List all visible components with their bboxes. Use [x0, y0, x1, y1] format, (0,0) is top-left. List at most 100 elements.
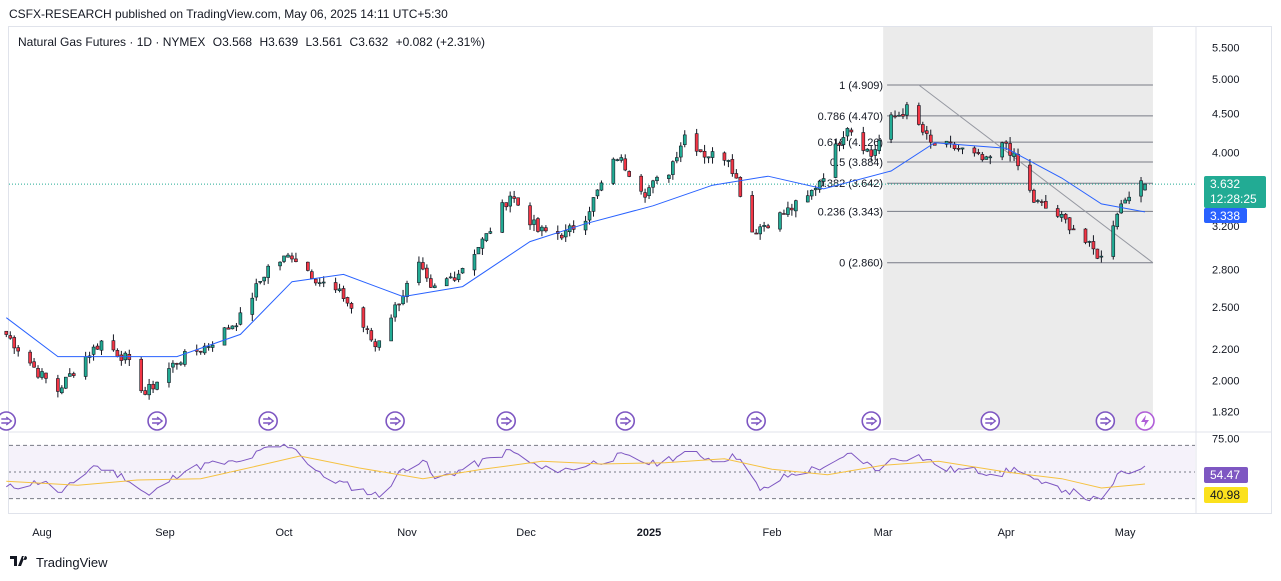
candle-body: [559, 234, 564, 239]
candle-body: [809, 189, 814, 197]
candle-body: [1040, 201, 1044, 203]
play-circle-icon[interactable]: [0, 411, 17, 431]
candle-body: [1016, 154, 1020, 167]
candle-body: [488, 231, 493, 234]
rsi-ma-value-tag: 40.98: [1204, 487, 1248, 503]
candle-body: [627, 171, 632, 177]
legend-close: C3.632: [349, 35, 389, 49]
candle-body: [1083, 228, 1088, 243]
candle-body: [655, 176, 659, 182]
candle-body: [429, 278, 433, 288]
price-tick-label: 5.000: [1212, 74, 1240, 86]
fib-level-label: 0.382 (3.642): [818, 178, 883, 190]
candle-body: [234, 325, 239, 328]
time-axis-label: Nov: [397, 527, 417, 539]
candle-body: [1143, 183, 1147, 191]
arrow-shape: [620, 416, 632, 426]
candle-body: [365, 328, 370, 330]
candle-body: [726, 160, 731, 162]
tradingview-brand[interactable]: TradingView: [10, 555, 108, 570]
brand-name: TradingView: [36, 555, 108, 570]
lightning-icon[interactable]: [1135, 411, 1155, 431]
event-marker-ring: [258, 411, 278, 431]
candle-body: [984, 156, 989, 160]
candle-body: [694, 133, 699, 152]
time-axis-label: Feb: [763, 527, 782, 539]
candle-body: [540, 226, 544, 232]
candle-body: [1119, 203, 1123, 214]
candle-body: [877, 139, 881, 152]
candle-body: [444, 278, 449, 287]
time-axis-label: Oct: [275, 527, 292, 539]
candle-body: [4, 330, 9, 335]
event-marker-ring: [861, 411, 882, 431]
price-tick-label: 2.500: [1212, 302, 1240, 314]
play-circle-icon[interactable]: [980, 411, 1001, 431]
candle-body: [678, 145, 683, 158]
price-tick-label: 4.500: [1212, 109, 1240, 121]
candle-body: [845, 128, 850, 137]
event-marker-ring: [147, 411, 167, 431]
play-circle-icon[interactable]: [615, 411, 636, 431]
candle-body: [369, 330, 374, 341]
chart-frame: [8, 26, 1272, 514]
candle-body: [448, 276, 453, 279]
candle-body: [480, 238, 485, 249]
candle-body: [361, 307, 366, 328]
candle-body: [960, 147, 965, 150]
candle-body: [294, 258, 298, 262]
arrow-shape: [263, 416, 275, 426]
candle-body: [210, 344, 215, 348]
candle-body: [99, 340, 104, 351]
candle-body: [36, 368, 40, 378]
event-marker-ring: [385, 411, 405, 431]
candle-body: [452, 277, 457, 281]
candle-body: [266, 265, 270, 278]
play-circle-icon[interactable]: [746, 411, 766, 431]
event-marker-ring: [496, 411, 517, 431]
candle-body: [345, 297, 350, 304]
candle-body: [1111, 225, 1116, 257]
candle-body: [175, 363, 179, 365]
candle-body: [1044, 200, 1048, 209]
candle-body: [425, 267, 429, 279]
candle-body: [282, 255, 286, 262]
play-circle-icon[interactable]: [385, 411, 405, 431]
candle-body: [1055, 208, 1060, 217]
candle-body: [456, 273, 461, 280]
candle-body: [647, 187, 651, 197]
candle-body: [222, 327, 227, 346]
candle-body: [16, 347, 20, 352]
candle-body: [948, 141, 953, 144]
candle-body: [734, 173, 739, 179]
time-axis-label: Dec: [516, 527, 536, 539]
play-circle-icon[interactable]: [1095, 411, 1116, 431]
candle-body: [460, 268, 465, 274]
candle-body: [306, 261, 310, 271]
candle-body: [83, 356, 88, 377]
candle-body: [1071, 228, 1076, 231]
play-circle-icon[interactable]: [258, 411, 278, 431]
fib-level-label: 0.618 (4.126): [818, 137, 883, 149]
candle-body: [484, 233, 489, 241]
candle-body: [516, 197, 520, 206]
candle-body: [917, 105, 921, 125]
candle-body: [143, 390, 147, 395]
candle-body: [1127, 196, 1131, 202]
candle-body: [861, 132, 866, 151]
candle-body: [500, 202, 505, 233]
candle-body: [67, 373, 72, 377]
candle-body: [1095, 248, 1100, 259]
candle-body: [790, 207, 794, 211]
arrow-shape: [390, 416, 402, 426]
candle-body: [869, 149, 874, 157]
candle-body: [805, 195, 810, 203]
play-circle-icon[interactable]: [861, 411, 882, 431]
candle-body: [397, 303, 401, 306]
play-circle-icon[interactable]: [147, 411, 167, 431]
candle-body: [849, 129, 854, 133]
play-circle-icon[interactable]: [496, 411, 517, 431]
candle-body: [508, 195, 512, 207]
candle-body: [377, 340, 382, 348]
